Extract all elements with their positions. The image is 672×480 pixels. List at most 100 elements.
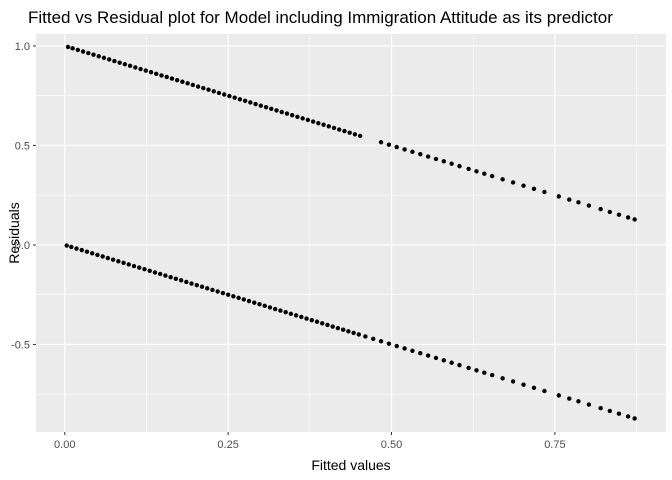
scatter-point: [331, 125, 337, 131]
scatter-point: [272, 306, 278, 312]
scatter-point: [69, 244, 74, 250]
scatter-point: [356, 332, 362, 337]
scatter-point: [246, 298, 252, 304]
scatter-point: [189, 281, 194, 286]
data-points: [64, 44, 637, 421]
scatter-point: [80, 49, 86, 54]
scatter-point: [425, 353, 431, 358]
scatter-point: [105, 255, 111, 261]
scatter-point: [394, 144, 399, 150]
scatter-point: [378, 339, 384, 344]
scatter-point: [521, 382, 526, 387]
scatter-point: [340, 327, 346, 332]
scatter-point: [194, 282, 199, 288]
scatter-point: [133, 65, 138, 70]
scatter-point: [521, 183, 526, 188]
scatter-point: [190, 82, 196, 88]
scatter-point: [79, 247, 84, 253]
y-axis-ticks: -0.5 0.0 0.5 1.0: [11, 41, 36, 351]
scatter-point: [586, 203, 592, 208]
scatter-point: [320, 321, 325, 326]
scatter-point: [84, 249, 90, 254]
scatter-point: [330, 324, 335, 329]
scatter-point: [316, 120, 321, 126]
scatter-point: [184, 279, 189, 285]
scatter-point: [100, 254, 105, 259]
scatter-point: [363, 334, 368, 339]
scatter-point: [556, 393, 562, 398]
scatter-point: [567, 197, 572, 202]
scatter-point: [425, 154, 431, 159]
scatter-point: [289, 112, 295, 118]
scatter-point: [231, 294, 236, 299]
scatter-point: [211, 89, 216, 94]
scatter-point: [418, 350, 423, 356]
scatter-point: [510, 379, 516, 384]
scatter-point: [357, 133, 363, 139]
scatter-point: [309, 317, 314, 323]
scatter-point: [378, 140, 384, 145]
scatter-point: [185, 81, 190, 86]
scatter-point: [616, 212, 622, 217]
scatter-point: [304, 316, 309, 321]
scatter-point: [410, 348, 415, 354]
scatter-point: [576, 399, 581, 404]
scatter-point: [227, 93, 232, 99]
scatter-point: [147, 268, 152, 274]
chart-title: Fitted vs Residual plot for Model includ…: [28, 8, 613, 27]
y-tick-label: -0.5: [11, 339, 30, 351]
x-tick-label: 0.50: [381, 439, 402, 451]
scatter-point: [607, 209, 612, 215]
scatter-point: [449, 360, 454, 365]
scatter-point: [325, 322, 330, 328]
scatter-point: [237, 97, 243, 102]
y-tick-label: 0.0: [15, 240, 30, 252]
scatter-point: [137, 265, 142, 270]
scatter-point: [95, 252, 100, 258]
scatter-point: [598, 405, 603, 411]
scatter-point: [433, 156, 439, 162]
scatter-point: [418, 151, 423, 157]
scatter-point: [121, 260, 126, 266]
scatter-point: [86, 50, 91, 56]
scatter-point: [510, 180, 516, 185]
scatter-point: [65, 44, 71, 50]
scatter-point: [248, 100, 253, 105]
y-tick-label: 0.5: [15, 140, 30, 152]
scatter-point: [394, 343, 399, 349]
scatter-point: [295, 114, 300, 119]
scatter-point: [625, 414, 631, 419]
scatter-point: [126, 262, 132, 267]
scatter-point: [607, 408, 612, 414]
scatter-point: [110, 257, 116, 262]
scatter-point: [112, 58, 117, 64]
scatter-point: [168, 274, 173, 280]
scatter-point: [215, 289, 220, 294]
scatter-point: [300, 116, 305, 121]
scatter-point: [164, 74, 169, 80]
scatter-point: [441, 358, 447, 363]
minor-gridlines: [36, 34, 666, 432]
scatter-point: [489, 372, 495, 378]
scatter-point: [159, 73, 164, 78]
scatter-point: [337, 127, 342, 132]
scatter-point: [278, 308, 283, 313]
scatter-point: [625, 215, 631, 220]
scatter-point: [116, 259, 121, 264]
scatter-point: [293, 313, 299, 318]
scatter-point: [279, 109, 284, 115]
scatter-point: [305, 117, 311, 123]
scatter-point: [101, 55, 107, 61]
scatter-point: [351, 330, 356, 336]
scatter-point: [598, 206, 603, 212]
scatter-point: [263, 105, 269, 110]
scatter-point: [90, 251, 95, 256]
scatter-point: [457, 163, 462, 169]
y-tick-label: 1.0: [15, 41, 30, 53]
scatter-point: [178, 278, 184, 283]
scatter-point: [457, 362, 462, 368]
scatter-point: [74, 246, 79, 251]
scatter-point: [201, 85, 206, 91]
scatter-point: [106, 57, 112, 62]
